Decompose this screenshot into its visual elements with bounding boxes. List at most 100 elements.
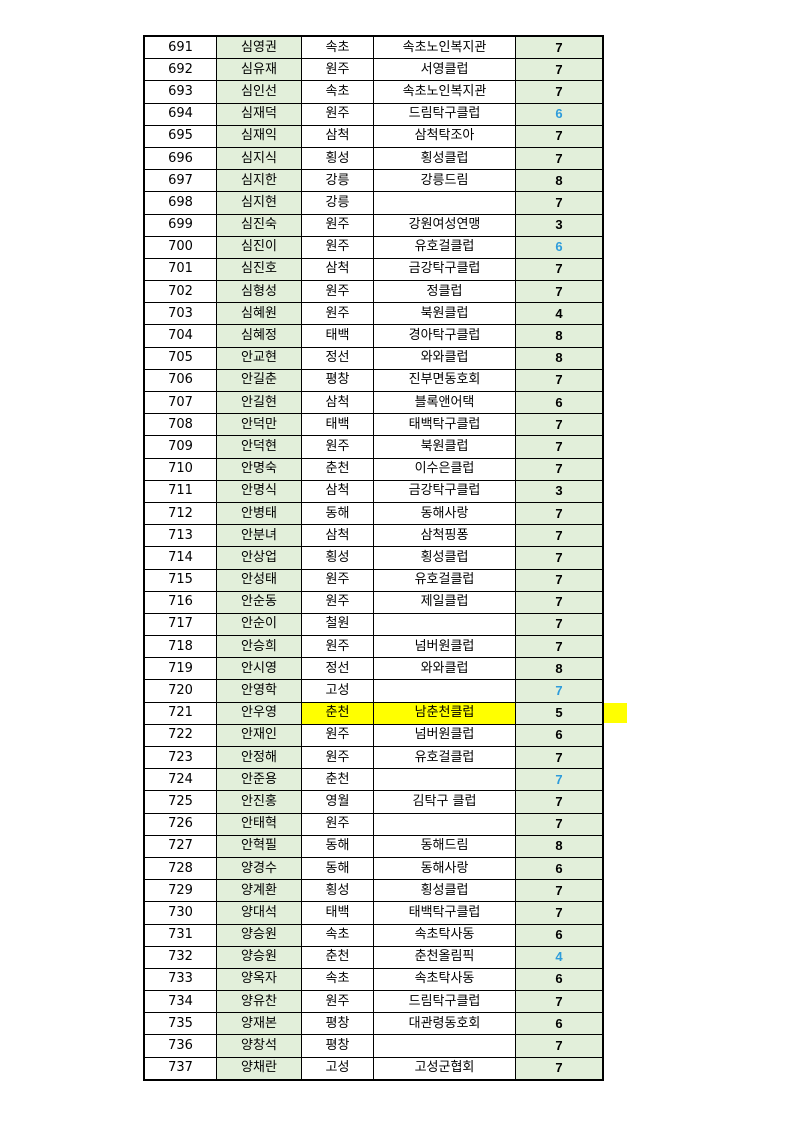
- name-cell: 안우영: [216, 701, 302, 725]
- no-cell: 714: [143, 546, 217, 570]
- name-cell: 안분녀: [216, 524, 302, 548]
- no-cell: 718: [143, 635, 217, 659]
- city-cell: 춘천: [301, 457, 374, 481]
- city-cell: 강릉: [301, 169, 374, 193]
- table-row: 712 안병태 동해 동해사랑 7: [143, 501, 604, 526]
- table-row: 702 심형성 원주 정클럽 7: [143, 280, 604, 304]
- club-cell: 제일클럽: [373, 590, 516, 614]
- score-cell: 6: [515, 723, 604, 748]
- name-cell: 심유재: [216, 58, 302, 82]
- name-cell: 안순이: [216, 612, 302, 637]
- name-cell: 양경수: [216, 856, 302, 881]
- no-cell: 700: [143, 235, 217, 259]
- score-cell: 5: [515, 701, 604, 725]
- city-cell: 삼척: [301, 479, 374, 503]
- city-cell: 원주: [301, 213, 374, 237]
- city-cell: 삼척: [301, 524, 374, 548]
- city-cell: 고성: [301, 679, 374, 703]
- name-cell: 심영권: [216, 35, 302, 60]
- city-cell: 원주: [301, 435, 374, 459]
- name-cell: 심혜정: [216, 324, 302, 348]
- club-cell: 삼척핑퐁: [373, 524, 516, 548]
- table-row: 706 안길춘 평창 진부면동호회 7: [143, 368, 604, 393]
- city-cell: 속초: [301, 967, 374, 992]
- no-cell: 693: [143, 80, 217, 104]
- no-cell: 712: [143, 501, 217, 526]
- city-cell: 원주: [301, 102, 374, 126]
- name-cell: 양계환: [216, 879, 302, 903]
- no-cell: 727: [143, 834, 217, 858]
- table-row: 705 안교현 정선 와와클럽 8: [143, 346, 604, 370]
- score-cell: 7: [515, 901, 604, 925]
- score-cell: 8: [515, 324, 604, 348]
- no-cell: 704: [143, 324, 217, 348]
- table-row: 734 양유찬 원주 드림탁구클럽 7: [143, 990, 604, 1014]
- no-cell: 717: [143, 612, 217, 637]
- name-cell: 안진홍: [216, 790, 302, 814]
- table-row: 709 안덕현 원주 북원클럽 7: [143, 435, 604, 459]
- name-cell: 심진숙: [216, 213, 302, 237]
- name-cell: 안명식: [216, 479, 302, 503]
- table-row: 691 심영권 속초 속초노인복지관 7: [143, 35, 604, 60]
- city-cell: 속초: [301, 35, 374, 60]
- score-cell: 3: [515, 213, 604, 237]
- name-cell: 안길춘: [216, 368, 302, 393]
- no-cell: 711: [143, 479, 217, 503]
- name-cell: 양채란: [216, 1056, 302, 1081]
- score-cell: 7: [515, 879, 604, 903]
- score-cell: 7: [515, 457, 604, 481]
- name-cell: 안명숙: [216, 457, 302, 481]
- no-cell: 695: [143, 124, 217, 148]
- no-cell: 709: [143, 435, 217, 459]
- no-cell: 728: [143, 856, 217, 881]
- table-row: 725 안진홍 영월 김탁구 클럽 7: [143, 790, 604, 814]
- no-cell: 713: [143, 524, 217, 548]
- club-cell: 속초탁사동: [373, 923, 516, 947]
- club-cell: 서영클럽: [373, 58, 516, 82]
- city-cell: 평창: [301, 1012, 374, 1036]
- city-cell: 춘천: [301, 945, 374, 969]
- score-cell: 7: [515, 745, 604, 770]
- club-cell: 드림탁구클럽: [373, 102, 516, 126]
- no-cell: 707: [143, 390, 217, 415]
- no-cell: 730: [143, 901, 217, 925]
- score-cell: 7: [515, 413, 604, 437]
- city-cell: 삼척: [301, 257, 374, 282]
- score-cell: 6: [515, 235, 604, 259]
- no-cell: 732: [143, 945, 217, 969]
- table-row: 707 안길현 삼척 블록앤어택 6: [143, 390, 604, 415]
- score-cell: 7: [515, 635, 604, 659]
- table-row: 710 안명숙 춘천 이수은클럽 7: [143, 457, 604, 481]
- name-cell: 심진이: [216, 235, 302, 259]
- name-cell: 양승원: [216, 923, 302, 947]
- city-cell: 태백: [301, 324, 374, 348]
- score-cell: 7: [515, 368, 604, 393]
- table-row: 697 심지한 강릉 강릉드림 8: [143, 169, 604, 193]
- name-cell: 심지한: [216, 169, 302, 193]
- table-row: 695 심재익 삼척 삼척탁조아 7: [143, 124, 604, 148]
- score-cell: 6: [515, 967, 604, 992]
- no-cell: 705: [143, 346, 217, 370]
- no-cell: 692: [143, 58, 217, 82]
- table-row: 701 심진호 삼척 금강탁구클럽 7: [143, 257, 604, 282]
- no-cell: 736: [143, 1034, 217, 1058]
- name-cell: 양옥자: [216, 967, 302, 992]
- name-cell: 심형성: [216, 280, 302, 304]
- city-cell: 춘천: [301, 701, 374, 725]
- city-cell: 정선: [301, 657, 374, 681]
- city-cell: 고성: [301, 1056, 374, 1081]
- club-cell: 경아탁구클럽: [373, 324, 516, 348]
- club-cell: 속초노인복지관: [373, 35, 516, 60]
- name-cell: 안시영: [216, 657, 302, 681]
- city-cell: 동해: [301, 856, 374, 881]
- table-row: 732 양승원 춘천 춘천올림픽 4: [143, 945, 604, 969]
- name-cell: 안덕현: [216, 435, 302, 459]
- club-cell: [373, 768, 516, 792]
- name-cell: 양재본: [216, 1012, 302, 1036]
- name-cell: 심진호: [216, 257, 302, 282]
- member-table: 691 심영권 속초 속초노인복지관 7 692 심유재 원주 서영클럽 7 693 심인선 속초 속초노…: [143, 35, 604, 1081]
- club-cell: 강릉드림: [373, 169, 516, 193]
- club-cell: 동해드림: [373, 834, 516, 858]
- table-row: 724 안준용 춘천 7: [143, 768, 604, 792]
- score-cell: 7: [515, 191, 604, 215]
